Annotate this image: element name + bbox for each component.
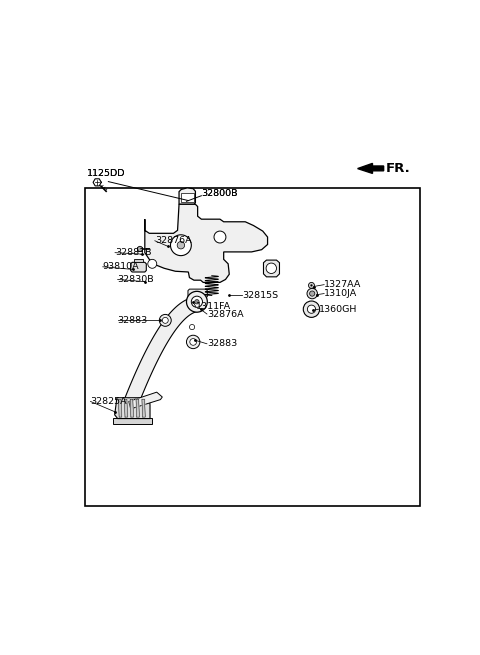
Text: 93810A: 93810A [103,262,139,271]
Circle shape [195,299,199,304]
Text: 1360GH: 1360GH [319,305,357,314]
Circle shape [190,339,196,345]
Polygon shape [188,289,207,298]
Circle shape [214,231,226,243]
Bar [85,187,420,506]
Text: 32830B: 32830B [118,275,154,284]
Text: 32883: 32883 [207,339,237,348]
Polygon shape [124,297,199,406]
Bar [137,247,142,251]
Text: 32815S: 32815S [242,291,278,299]
Circle shape [159,314,171,326]
Text: 32883: 32883 [118,316,148,325]
Circle shape [186,335,200,348]
Text: 1311FA: 1311FA [196,302,231,311]
Polygon shape [358,163,384,174]
Text: 32800B: 32800B [202,189,238,198]
Polygon shape [142,400,145,417]
Circle shape [303,301,320,318]
Text: 32876A: 32876A [155,236,192,245]
Circle shape [307,288,317,299]
Text: 32825A: 32825A [91,397,127,406]
Polygon shape [145,204,267,282]
Polygon shape [124,400,128,417]
Circle shape [307,305,315,313]
Bar [113,418,152,424]
Text: 1125DD: 1125DD [87,169,125,178]
Polygon shape [131,262,146,272]
Text: 32876A: 32876A [207,310,243,318]
Circle shape [310,291,315,296]
Polygon shape [136,400,139,417]
Polygon shape [129,392,162,409]
Circle shape [137,246,143,252]
Polygon shape [264,260,279,277]
Polygon shape [179,188,195,204]
Polygon shape [130,400,133,417]
Circle shape [170,234,192,255]
Circle shape [311,284,312,286]
Circle shape [177,242,185,249]
Text: 1327AA: 1327AA [324,280,361,289]
Circle shape [309,282,314,288]
Circle shape [192,296,203,307]
Polygon shape [119,400,122,417]
Polygon shape [115,398,150,419]
Text: 32800B: 32800B [202,189,238,198]
Text: 1310JA: 1310JA [324,289,358,298]
Text: 32881B: 32881B [115,248,152,257]
Text: FR.: FR. [385,162,410,175]
Bar [134,259,143,262]
Circle shape [162,318,168,324]
Circle shape [190,324,195,329]
Circle shape [148,259,156,269]
Circle shape [186,291,207,312]
Circle shape [266,263,276,274]
Bar [181,193,193,202]
Text: 1125DD: 1125DD [87,168,125,178]
